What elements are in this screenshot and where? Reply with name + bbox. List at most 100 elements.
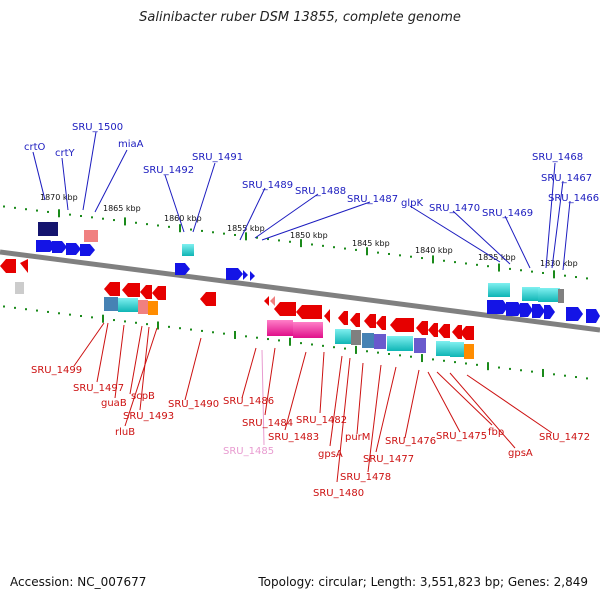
gene-label: SRU_1476 <box>385 436 436 447</box>
gene-label: fbp <box>488 427 504 438</box>
gene-arrow <box>270 296 275 306</box>
scale-dot <box>421 257 423 260</box>
scale-dot <box>212 231 214 234</box>
scale-dot <box>586 377 588 380</box>
genome-summary-text: Topology: circular; Length: 3,551,823 bp… <box>258 575 588 589</box>
gene-arrow <box>104 282 120 296</box>
gene-arrow <box>544 305 555 319</box>
scale-dot <box>14 306 16 309</box>
gene-label: SRU_1485 <box>223 446 274 457</box>
scale-major-tick <box>102 314 104 323</box>
gene-feature <box>374 334 386 349</box>
gene-arrow <box>460 326 474 340</box>
gene-feature <box>436 341 450 356</box>
bottom-leader-lines <box>73 322 553 483</box>
gene-label: SRU_1466 <box>548 193 599 204</box>
scale-dot <box>135 221 137 224</box>
scale-dot <box>388 252 390 255</box>
gene-arrow <box>390 318 414 332</box>
scale-dot <box>3 205 5 208</box>
gene-label: glpK <box>401 198 423 209</box>
gene-feature <box>15 282 24 294</box>
gene-arrow <box>586 309 600 323</box>
gene-label: SRU_1477 <box>363 454 414 465</box>
scale-dot <box>311 343 313 346</box>
scale-dot <box>36 309 38 312</box>
scale-dot <box>113 319 115 322</box>
scale-dot <box>80 314 82 317</box>
gene-arrow <box>532 304 545 318</box>
scale-label: 1830 kbp <box>540 259 578 268</box>
gene-arrow <box>243 270 248 280</box>
scale-dot <box>487 265 489 268</box>
scale-dot <box>201 229 203 232</box>
scale-dot <box>498 366 500 369</box>
scale-major-tick <box>498 263 500 272</box>
gene-feature <box>182 244 194 256</box>
scale-dot <box>454 361 456 364</box>
scale-dot <box>465 262 467 265</box>
scale-dot <box>25 308 27 311</box>
gene-arrow <box>152 286 166 300</box>
scale-dot <box>256 336 258 339</box>
scale-dot <box>168 325 170 328</box>
gene-arrow <box>428 323 438 337</box>
gene-label: SRU_1490 <box>168 399 219 410</box>
scale-major-tick <box>487 362 489 371</box>
gene-feature <box>362 333 374 348</box>
scale-major-tick <box>553 270 555 279</box>
gene-label: SRU_1497 <box>73 383 124 394</box>
scale-dot <box>344 347 346 350</box>
gene-arrow <box>0 259 16 273</box>
gene-feature <box>138 300 148 314</box>
scale-dot <box>333 246 335 249</box>
scale-dot <box>201 329 203 332</box>
gene-label: SRU_1493 <box>123 411 174 422</box>
gene-label: SRU_1468 <box>532 152 583 163</box>
gene-label: SRU_1483 <box>268 432 319 443</box>
gene-arrow <box>364 314 376 328</box>
gene-label: rluB <box>115 427 135 438</box>
scale-major-tick <box>245 232 247 241</box>
scale-label: 1840 kbp <box>415 246 453 255</box>
gene-arrow <box>80 244 95 256</box>
scale-major-tick <box>300 239 302 248</box>
scale-dot <box>333 346 335 349</box>
gene-feature <box>84 230 98 242</box>
scale-dot <box>267 238 269 241</box>
reverse-features <box>0 259 474 359</box>
scale-dot <box>311 243 313 246</box>
scale-label: 1845 kbp <box>352 239 390 248</box>
gene-feature <box>522 287 540 301</box>
gene-feature <box>293 322 323 338</box>
gene-label: SRU_1499 <box>31 365 82 376</box>
scale-dot <box>388 352 390 355</box>
scale-dot <box>476 363 478 366</box>
gene-arrow <box>416 321 428 335</box>
gene-arrow <box>376 316 386 330</box>
scale-dot <box>410 355 412 358</box>
scale-dot <box>278 239 280 242</box>
scale-dot <box>223 332 225 335</box>
scale-dot <box>80 214 82 217</box>
scale-label: 1835 kbp <box>478 253 516 262</box>
scale-dot <box>91 316 93 319</box>
gene-label: purM <box>345 432 370 443</box>
scale-dot <box>531 270 533 273</box>
scale-dot <box>102 217 104 220</box>
gene-arrow <box>122 283 140 297</box>
gene-label: SRU_1489 <box>242 180 293 191</box>
gene-arrow <box>36 240 56 252</box>
genome-backbone <box>0 249 600 333</box>
scale-dot <box>3 305 5 308</box>
scale-dot <box>25 208 27 211</box>
gene-arrow <box>20 259 28 273</box>
scale-dot <box>190 328 192 331</box>
scale-dot <box>399 354 401 357</box>
gene-feature <box>464 344 474 359</box>
scale-dot <box>344 247 346 250</box>
gene-arrow <box>66 243 81 255</box>
scale-dot <box>14 206 16 209</box>
gene-feature <box>267 320 293 336</box>
scale-dot <box>58 312 60 315</box>
